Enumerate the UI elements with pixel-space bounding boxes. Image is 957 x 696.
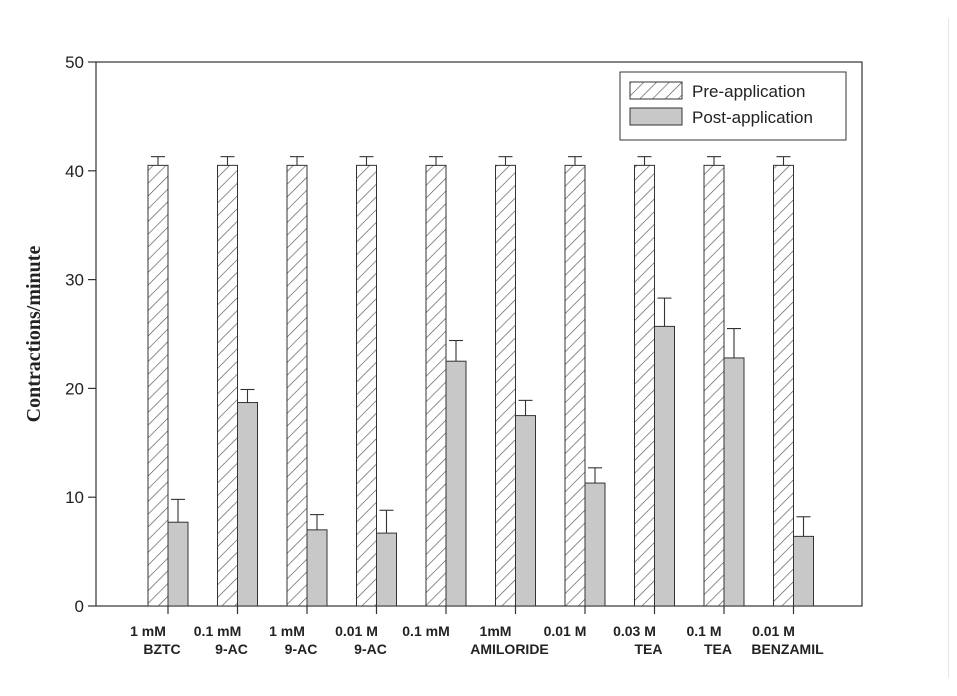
pre-application-bar [425,164,447,607]
post-application-bar [237,402,258,607]
post-application-bar [445,360,467,607]
y-tick-label: 20 [65,379,84,398]
post-application-bar [376,532,397,607]
pre-application-bar [147,164,169,607]
x-category-label: 1 mM [269,623,305,639]
x-category-label: 0.01 M [544,623,587,639]
x-category-label: 0.01 M [752,623,795,639]
post-application-bar [723,357,745,607]
legend-label: Post-application [692,108,813,127]
pre-application-bar [773,164,794,607]
y-tick-label: 0 [75,597,84,616]
y-axis-title: Contractions/minute [23,246,45,423]
x-category-sublabel: TEA [635,641,663,657]
post-application-bar [515,415,536,607]
post-application-bar [654,325,675,607]
x-category-sublabel: 9-AC [285,641,318,657]
pre-application-bar [495,164,516,607]
bars [147,156,814,607]
panel-divider [948,18,949,678]
pre-application-bar [564,164,586,607]
pre-application-bar [703,164,725,607]
axes [88,61,863,614]
x-category-label: 0.1 mM [402,623,449,639]
x-category-label: 0.03 M [613,623,656,639]
y-tick-label: 40 [65,162,84,181]
x-category-sublabel: 9-AC [215,641,248,657]
y-tick-label: 10 [65,488,84,507]
x-category-label: 1mM [480,623,512,639]
x-category-label: 0.01 M [335,623,378,639]
x-category-sublabel: AMILORIDE [470,641,549,657]
pre-application-bar [286,164,308,607]
x-category-sublabel: BENZAMIL [751,641,824,657]
pre-application-bar [634,164,655,607]
x-category-label: 1 mM [130,623,166,639]
x-category-label: 0.1 M [686,623,721,639]
legend-label: Pre-application [692,82,805,101]
post-application-bar [306,529,328,607]
legend-swatch-post-application [629,107,683,126]
x-category-label: 0.1 mM [194,623,241,639]
post-application-bar [584,482,606,607]
post-application-bar [167,521,189,607]
pre-application-bar [356,164,377,607]
x-category-sublabel: 9-AC [354,641,387,657]
y-tick-label: 50 [65,53,84,72]
x-category-sublabel: TEA [704,641,732,657]
labels: 0 10 20 30 40 50 Contractions/minute 1 mM BZTC 0.… [23,53,824,657]
post-application-bar [793,535,814,607]
legend-swatch-pre-application [629,81,683,100]
plot-frame [95,61,863,607]
y-tick-label: 30 [65,271,84,290]
legend: Pre-application Post-application [619,71,847,141]
pre-application-bar [217,164,238,607]
x-category-sublabel: BZTC [143,641,180,657]
